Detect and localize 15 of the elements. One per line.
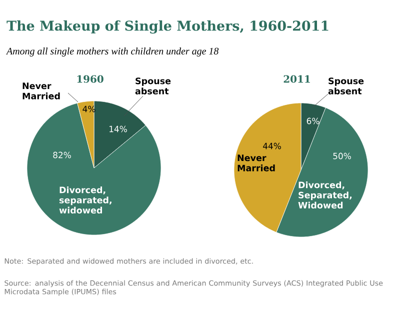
slice-label: Never Married <box>22 82 60 100</box>
chart-title: 1960 <box>77 75 104 83</box>
data-label: 82% <box>53 152 71 158</box>
data-label: 44% <box>263 142 281 150</box>
slice-label: Spouse absent <box>328 78 364 94</box>
chart-title: 2011 <box>284 75 310 83</box>
slice-label: Never Married <box>238 154 275 172</box>
slice-label: Spouse absent <box>135 78 171 94</box>
data-label: 50% <box>333 152 351 160</box>
text: The Makeup of Single Mothers, 1960-2011 <box>6 20 328 34</box>
slice-label: Divorced, separated, widowed <box>59 186 112 214</box>
data-label: 6% <box>306 118 320 124</box>
data-label: 14% <box>110 126 127 132</box>
slice-label: Divorced, Separated, Widowed <box>298 181 352 209</box>
text: Among all single mothers with children under age 18 <box>6 47 219 57</box>
